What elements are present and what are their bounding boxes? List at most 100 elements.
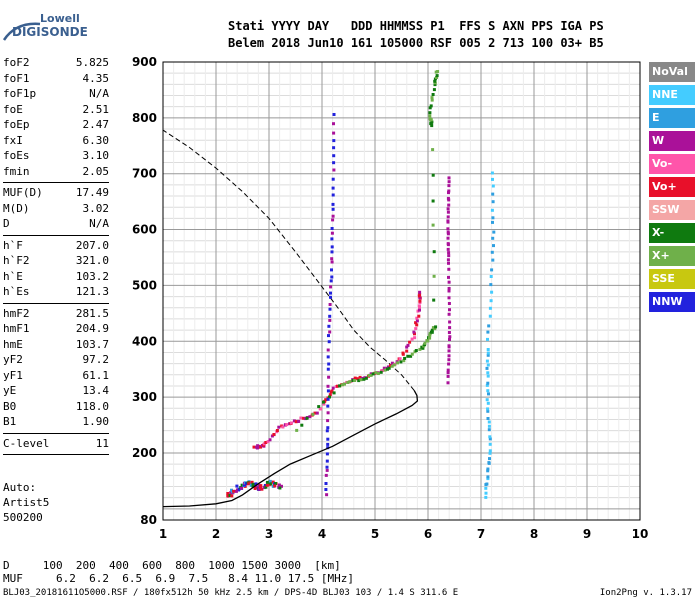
x-trace-echo bbox=[396, 361, 399, 365]
w-trace-echo bbox=[447, 191, 450, 195]
e-trace-echo bbox=[486, 401, 490, 405]
w-trace-echo bbox=[447, 354, 451, 358]
muf-table: D 100 200 400 600 800 1000 1500 3000 [km… bbox=[3, 559, 354, 585]
e-trace-echo bbox=[488, 457, 491, 461]
param-value: 321.0 bbox=[75, 254, 109, 267]
param-value: 207.0 bbox=[75, 238, 109, 252]
x-trace-echo bbox=[428, 333, 432, 337]
param-separator bbox=[3, 454, 109, 455]
o-trace-echo bbox=[417, 304, 421, 308]
es-echo bbox=[257, 487, 261, 491]
nnw-trace-echo bbox=[326, 348, 330, 352]
nnw-trace-echo bbox=[327, 334, 330, 338]
es-echo bbox=[265, 483, 269, 487]
e-trace-echo bbox=[486, 381, 490, 385]
x-trace-echo bbox=[430, 98, 434, 102]
o-trace-echo bbox=[275, 429, 279, 432]
e-trace-echo bbox=[490, 208, 494, 212]
x-trace-echo bbox=[431, 173, 435, 177]
nnw-trace-echo bbox=[329, 285, 333, 289]
nnw-trace-echo bbox=[326, 442, 330, 446]
muf-muf-label: MUF bbox=[3, 572, 23, 585]
x-trace-echo bbox=[346, 381, 350, 384]
param-value: 103.7 bbox=[75, 337, 109, 351]
nnw-trace-echo bbox=[326, 355, 330, 359]
legend-item-x-: X- bbox=[649, 223, 695, 243]
param-row: h`E 103.2 bbox=[3, 270, 109, 286]
param-value: N/A bbox=[89, 217, 109, 230]
x-trace-echo bbox=[409, 354, 413, 358]
o-trace-echo bbox=[389, 364, 392, 368]
y-tick-label: 800 bbox=[132, 111, 157, 125]
o-trace-echo bbox=[281, 425, 285, 429]
nnw-trace-echo bbox=[332, 146, 336, 150]
o-trace-echo bbox=[406, 343, 410, 347]
e-trace-echo bbox=[486, 337, 489, 341]
nnw-trace-echo bbox=[326, 404, 330, 408]
o-trace-echo bbox=[324, 398, 328, 402]
es-echo bbox=[280, 484, 283, 488]
x-trace-echo bbox=[338, 384, 342, 388]
e-trace-echo bbox=[485, 383, 489, 387]
autoscaling-info: Auto: Artist5 500200 bbox=[3, 480, 49, 525]
param-row: yE 13.4 bbox=[3, 384, 109, 400]
param-value: 11 bbox=[95, 436, 109, 450]
w-trace-echo bbox=[446, 247, 450, 251]
param-separator bbox=[3, 302, 109, 304]
w-trace-echo bbox=[447, 302, 451, 305]
e-trace-echo bbox=[486, 374, 490, 378]
x-trace-echo bbox=[433, 83, 437, 87]
w-trace-echo bbox=[448, 338, 451, 341]
param-value: 97.2 bbox=[82, 353, 110, 366]
param-key: hmF1 bbox=[3, 322, 30, 335]
nnw-trace-echo bbox=[325, 468, 329, 472]
w-trace-echo bbox=[447, 180, 451, 184]
x-trace-echo bbox=[392, 363, 396, 367]
e-trace-echo bbox=[489, 299, 493, 303]
e-trace-echo bbox=[490, 171, 494, 175]
param-value: 204.9 bbox=[75, 322, 109, 335]
x-tick-label: 9 bbox=[583, 527, 591, 541]
param-value: N/A bbox=[89, 87, 109, 100]
o-trace-echo bbox=[313, 411, 317, 415]
e-trace-echo bbox=[487, 392, 490, 396]
x-tick-label: 3 bbox=[265, 527, 273, 541]
param-key: yF1 bbox=[3, 368, 23, 382]
legend-item-sse: SSE bbox=[649, 269, 695, 289]
o-trace-echo bbox=[410, 337, 414, 341]
muf-distance-values: 100 200 400 600 800 1000 1500 3000 [km] bbox=[9, 559, 341, 572]
w-trace-echo bbox=[446, 196, 450, 200]
o-trace-echo bbox=[252, 445, 256, 449]
o-trace-echo bbox=[415, 316, 419, 320]
nnw-trace-echo bbox=[331, 177, 335, 181]
nnw-trace-echo bbox=[329, 279, 333, 283]
y-tick-label: 200 bbox=[132, 446, 157, 460]
x-trace-echo bbox=[317, 405, 321, 409]
e-trace-echo bbox=[486, 475, 490, 479]
param-key: hmE bbox=[3, 337, 23, 351]
nnw-trace-echo bbox=[327, 340, 331, 344]
param-key: foEp bbox=[3, 118, 30, 131]
es-echo bbox=[273, 484, 277, 488]
x-trace-echo bbox=[359, 378, 363, 382]
param-value: 13.4 bbox=[82, 384, 110, 397]
x-trace-echo bbox=[428, 114, 432, 118]
param-key: B0 bbox=[3, 399, 17, 413]
y-tick-label: 400 bbox=[132, 334, 157, 348]
w-trace-echo bbox=[446, 258, 450, 262]
es-echo bbox=[249, 483, 253, 487]
nnw-trace-echo bbox=[332, 161, 336, 165]
o-trace-echo bbox=[297, 419, 301, 423]
nnw-trace-echo bbox=[326, 437, 330, 441]
param-key: foE bbox=[3, 102, 23, 116]
x-trace-echo bbox=[406, 354, 410, 358]
es-echo bbox=[259, 484, 263, 488]
w-trace-echo bbox=[447, 312, 451, 316]
e-trace-echo bbox=[488, 442, 492, 446]
x-trace-echo bbox=[376, 372, 380, 375]
w-trace-echo bbox=[447, 344, 451, 348]
x-trace-echo bbox=[431, 199, 435, 203]
x-trace-echo bbox=[433, 327, 437, 331]
w-trace-echo bbox=[446, 242, 450, 246]
param-key: foF1 bbox=[3, 71, 30, 85]
